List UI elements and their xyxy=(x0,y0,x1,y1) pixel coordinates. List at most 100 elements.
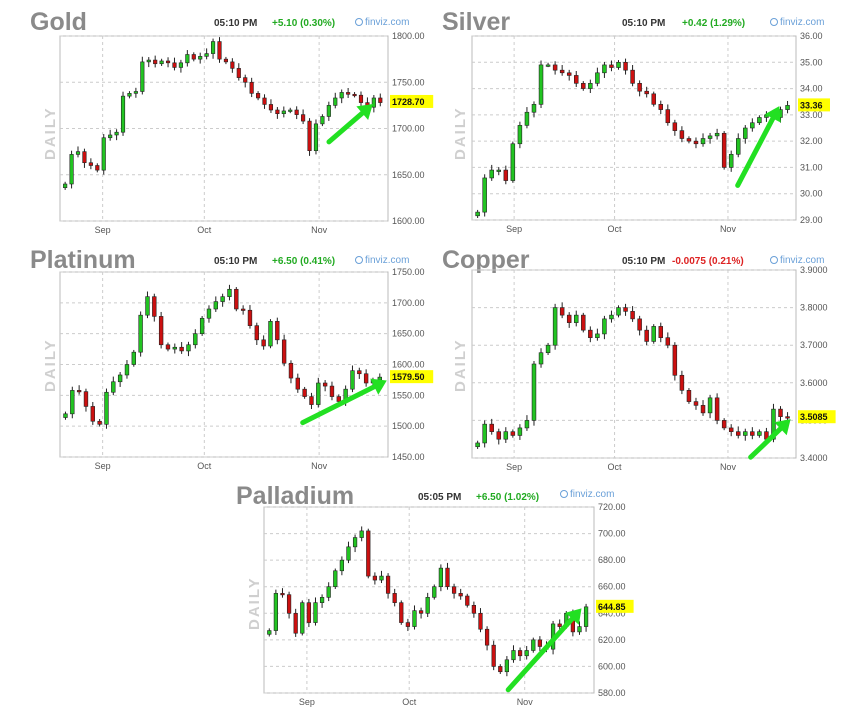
candle-body xyxy=(743,431,748,436)
candle-body xyxy=(644,329,649,342)
candle-body xyxy=(484,628,490,646)
candle-body xyxy=(658,104,664,110)
candle-body xyxy=(280,593,285,596)
candle-body xyxy=(498,666,503,673)
candle-body xyxy=(63,183,68,188)
candle-body xyxy=(728,427,734,432)
y-tick-label: 1600.00 xyxy=(392,360,425,370)
candle-body xyxy=(329,385,335,397)
chart-panel-gold: Gold 05:10 PM +5.10 (0.30%) finviz.com D… xyxy=(30,8,440,244)
candle-body xyxy=(357,370,362,375)
candle-body xyxy=(82,151,87,164)
y-tick-label: 1500.00 xyxy=(392,421,425,431)
candle-body xyxy=(489,169,494,179)
candle-body xyxy=(273,593,278,631)
candle-body xyxy=(471,605,476,614)
x-tick-label: Sep xyxy=(506,462,522,472)
finviz-link[interactable]: finviz.com xyxy=(770,17,824,28)
candle-body xyxy=(686,390,692,402)
candle-body xyxy=(223,58,228,63)
candle-body xyxy=(750,431,755,436)
candle-body xyxy=(503,431,509,440)
candle-body xyxy=(316,382,321,405)
candle-body xyxy=(288,362,294,379)
candle-body xyxy=(333,97,338,106)
candle-body xyxy=(478,612,483,630)
candle-body xyxy=(372,575,377,581)
y-tick-label: 32.00 xyxy=(800,136,823,146)
candle-body xyxy=(392,593,397,603)
last-price-tag xyxy=(798,98,830,112)
y-tick-label: 3.8000 xyxy=(800,303,828,313)
finviz-link[interactable]: finviz.com xyxy=(770,255,824,266)
candle-body xyxy=(165,60,171,64)
candle-body xyxy=(785,105,790,110)
candle-body xyxy=(198,56,203,60)
candle-body xyxy=(785,416,790,419)
candle-body xyxy=(511,650,516,661)
candle-body xyxy=(313,602,318,623)
candle-body xyxy=(566,72,572,76)
candle-body xyxy=(693,401,699,406)
candle-body xyxy=(300,602,305,634)
chart-panel-platinum: Platinum 05:10 PM +6.50 (0.41%) finviz.c… xyxy=(30,246,440,476)
finviz-logo-icon xyxy=(355,18,363,26)
candle-body xyxy=(679,374,685,391)
candle-body xyxy=(552,64,558,71)
y-tick-label: 3.6000 xyxy=(800,378,828,388)
candle-body xyxy=(524,420,530,429)
finviz-label: finviz.com xyxy=(570,489,615,500)
candle-body xyxy=(588,329,593,338)
finviz-link[interactable]: finviz.com xyxy=(355,255,409,266)
chart-panel-silver: Silver 05:10 PM +0.42 (1.29%) finviz.com… xyxy=(442,8,848,244)
last-price-tag xyxy=(596,599,634,613)
x-tick-label: Nov xyxy=(311,225,328,235)
finviz-link[interactable]: finviz.com xyxy=(355,17,409,28)
x-tick-label: Sep xyxy=(299,697,315,707)
candle-body xyxy=(127,93,132,97)
candle-body xyxy=(531,639,536,651)
candle-body xyxy=(256,93,261,99)
candle-body xyxy=(602,64,607,74)
x-tick-label: Oct xyxy=(608,462,623,472)
y-tick-label: 1700.00 xyxy=(392,124,425,134)
candle-body xyxy=(757,431,762,436)
candle-body xyxy=(557,623,562,627)
candle-body xyxy=(350,370,355,390)
x-tick-label: Nov xyxy=(311,461,328,471)
candle-body xyxy=(145,296,150,316)
y-tick-label: 620.00 xyxy=(598,635,626,645)
candle-body xyxy=(158,316,164,346)
finviz-logo-icon xyxy=(355,256,363,264)
y-tick-label: 660.00 xyxy=(598,582,626,592)
candle-body xyxy=(377,376,382,381)
candle-body xyxy=(595,72,600,84)
x-tick-label: Sep xyxy=(95,461,111,471)
candle-body xyxy=(179,346,184,352)
candle-body xyxy=(185,54,190,64)
y-tick-label: 1600.00 xyxy=(392,216,425,226)
candle-body xyxy=(267,630,272,635)
candle-body xyxy=(313,123,319,152)
candle-body xyxy=(750,122,755,129)
candle-body xyxy=(172,346,177,350)
candle-body xyxy=(623,307,628,312)
candle-body xyxy=(510,143,516,181)
candle-body xyxy=(672,344,678,376)
gold-chart: 1800.00 1750.00 1700.00 1650.00 1600.00 Sep Oc… xyxy=(59,31,434,235)
last-price-tag xyxy=(798,410,836,424)
y-tick-label: 3.4000 xyxy=(800,453,828,463)
trend-arrow-head xyxy=(774,419,791,436)
y-tick-label: 680.00 xyxy=(598,555,626,565)
candle-body xyxy=(721,420,727,429)
candle-body xyxy=(153,59,158,65)
candle-body xyxy=(465,595,470,606)
finviz-link[interactable]: finviz.com xyxy=(560,489,614,500)
candle-body xyxy=(637,318,642,331)
candle-body xyxy=(728,153,734,168)
candle-body xyxy=(97,420,102,425)
candle-body xyxy=(186,344,191,352)
finviz-label: finviz.com xyxy=(365,17,410,28)
trend-arrow-shaft xyxy=(505,610,580,693)
candle-body xyxy=(743,127,748,139)
